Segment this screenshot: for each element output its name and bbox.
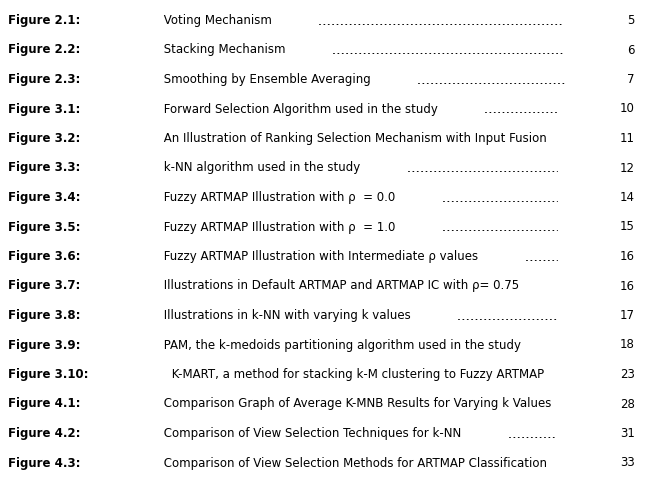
Text: Figure 3.6:: Figure 3.6:: [8, 250, 80, 263]
Text: 15: 15: [620, 220, 635, 233]
Text: 23: 23: [620, 368, 635, 381]
Text: Figure 3.8:: Figure 3.8:: [8, 309, 80, 322]
Text: Figure 4.1:: Figure 4.1:: [8, 397, 80, 410]
Text: 6: 6: [627, 44, 635, 57]
Text: Illustrations in k-NN with varying k values: Illustrations in k-NN with varying k val…: [160, 309, 411, 322]
Text: 28: 28: [620, 397, 635, 410]
Text: Figure 3.7:: Figure 3.7:: [8, 279, 80, 292]
Text: Figure 4.3:: Figure 4.3:: [8, 456, 80, 469]
Text: An Illustration of Ranking Selection Mechanism with Input Fusion: An Illustration of Ranking Selection Mec…: [160, 132, 547, 145]
Text: Figure 3.2:: Figure 3.2:: [8, 132, 80, 145]
Text: Figure 2.3:: Figure 2.3:: [8, 73, 80, 86]
Text: 10: 10: [620, 103, 635, 116]
Text: Illustrations in Default ARTMAP and ARTMAP IC with ρ= 0.75: Illustrations in Default ARTMAP and ARTM…: [160, 279, 519, 292]
Text: Figure 2.1:: Figure 2.1:: [8, 14, 80, 27]
Text: 14: 14: [620, 191, 635, 204]
Text: K-MART, a method for stacking k-M clustering to Fuzzy ARTMAP: K-MART, a method for stacking k-M cluste…: [168, 368, 544, 381]
Text: 12: 12: [620, 161, 635, 175]
Text: Voting Mechanism: Voting Mechanism: [160, 14, 272, 27]
Text: 7: 7: [627, 73, 635, 86]
Text: Comparison of View Selection Methods for ARTMAP Classification: Comparison of View Selection Methods for…: [160, 456, 547, 469]
Text: Figure 3.1:: Figure 3.1:: [8, 103, 80, 116]
Text: Smoothing by Ensemble Averaging: Smoothing by Ensemble Averaging: [160, 73, 371, 86]
Text: Comparison of View Selection Techniques for k-NN: Comparison of View Selection Techniques …: [160, 427, 462, 440]
Text: Fuzzy ARTMAP Illustration with Intermediate ρ values: Fuzzy ARTMAP Illustration with Intermedi…: [160, 250, 479, 263]
Text: Figure 3.5:: Figure 3.5:: [8, 220, 80, 233]
Text: 33: 33: [620, 456, 635, 469]
Text: 5: 5: [628, 14, 635, 27]
Text: 11: 11: [620, 132, 635, 145]
Text: 31: 31: [620, 427, 635, 440]
Text: Fuzzy ARTMAP Illustration with ρ  = 0.0: Fuzzy ARTMAP Illustration with ρ = 0.0: [160, 191, 396, 204]
Text: 16: 16: [620, 279, 635, 292]
Text: Figure 3.9:: Figure 3.9:: [8, 338, 80, 351]
Text: PAM, the k-medoids partitioning algorithm used in the study: PAM, the k-medoids partitioning algorith…: [160, 338, 521, 351]
Text: 16: 16: [620, 250, 635, 263]
Text: 17: 17: [620, 309, 635, 322]
Text: Figure 3.3:: Figure 3.3:: [8, 161, 80, 175]
Text: Forward Selection Algorithm used in the study: Forward Selection Algorithm used in the …: [160, 103, 438, 116]
Text: Comparison Graph of Average K-MNB Results for Varying k Values: Comparison Graph of Average K-MNB Result…: [160, 397, 552, 410]
Text: Figure 3.10:: Figure 3.10:: [8, 368, 89, 381]
Text: Figure 4.2:: Figure 4.2:: [8, 427, 80, 440]
Text: Figure 2.2:: Figure 2.2:: [8, 44, 80, 57]
Text: Fuzzy ARTMAP Illustration with ρ  = 1.0: Fuzzy ARTMAP Illustration with ρ = 1.0: [160, 220, 396, 233]
Text: 18: 18: [620, 338, 635, 351]
Text: Figure 3.4:: Figure 3.4:: [8, 191, 80, 204]
Text: Stacking Mechanism: Stacking Mechanism: [160, 44, 286, 57]
Text: k-NN algorithm used in the study: k-NN algorithm used in the study: [160, 161, 361, 175]
